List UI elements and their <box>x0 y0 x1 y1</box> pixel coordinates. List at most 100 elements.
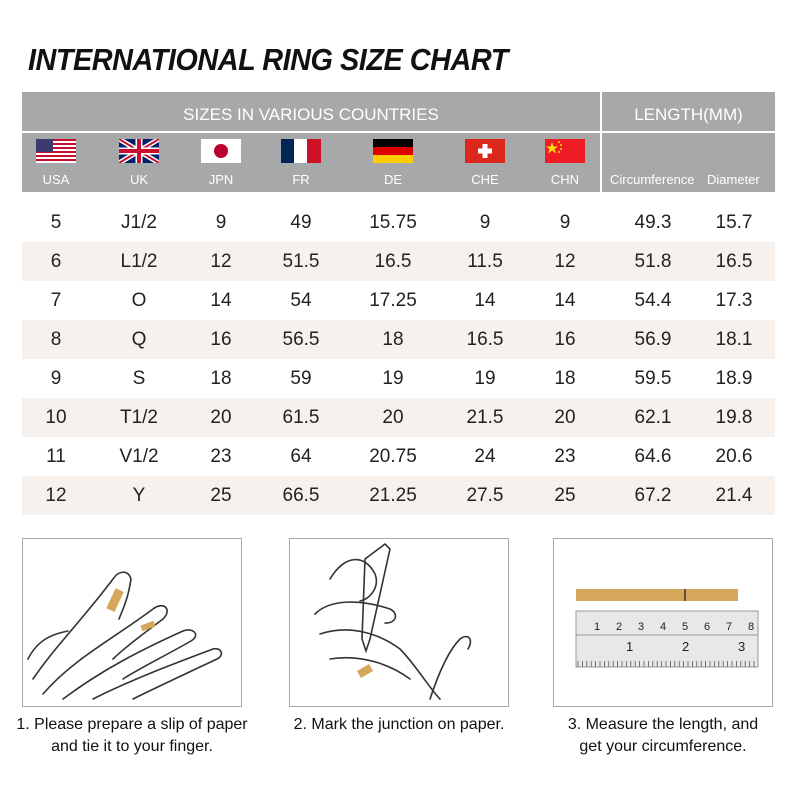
cell-uk: Y <box>132 485 146 506</box>
uk-flag-icon <box>119 139 159 163</box>
ruler-cm-label: 6 <box>704 621 710 633</box>
cell-che: 27.5 <box>466 485 504 506</box>
cell-de: 15.75 <box>369 212 417 233</box>
cell-diameter: 19.8 <box>715 407 753 428</box>
col-chn: CHN <box>525 137 605 187</box>
country-label: FR <box>292 172 310 187</box>
cell-fr: 59 <box>290 368 312 389</box>
cell-usa: 11 <box>46 446 66 467</box>
ruler-cm-label: 7 <box>726 621 732 633</box>
cell-jpn: 14 <box>210 290 232 311</box>
cell-diameter: 17.3 <box>715 290 753 311</box>
cell-circumference: 62.1 <box>634 407 672 428</box>
ruler-inch-label: 2 <box>682 639 689 654</box>
cell-usa: 5 <box>50 212 62 233</box>
cell-usa: 7 <box>50 290 62 311</box>
table-row: 8 Q 16 56.5 18 16.5 16 56.9 18.1 <box>22 320 775 359</box>
cell-diameter: 16.5 <box>715 251 753 272</box>
ruler-cm-label: 1 <box>594 621 600 633</box>
table-row: 12 Y 25 66.5 21.25 27.5 25 67.2 21.4 <box>22 476 775 515</box>
table-row: 9 S 18 59 19 19 18 59.5 18.9 <box>22 359 775 398</box>
country-label: USA <box>42 172 70 187</box>
cell-diameter: 18.9 <box>715 368 753 389</box>
cell-uk: T1/2 <box>119 407 159 428</box>
cell-che: 21.5 <box>466 407 504 428</box>
ruler-cm-label: 5 <box>682 621 688 633</box>
ruler-cm-label: 2 <box>616 621 622 633</box>
cell-usa: 9 <box>50 368 62 389</box>
cell-jpn: 18 <box>210 368 232 389</box>
divider <box>22 131 775 133</box>
ruler <box>575 610 759 668</box>
cell-de: 20 <box>382 407 404 428</box>
col-fr: FR <box>261 137 341 187</box>
cell-chn: 14 <box>554 290 576 311</box>
cell-fr: 49 <box>290 212 312 233</box>
cell-circumference: 49.3 <box>634 212 672 233</box>
table-row: 11 V1/2 23 64 20.75 24 23 64.6 20.6 <box>22 437 775 476</box>
cell-diameter: 21.4 <box>715 485 753 506</box>
country-label: JPN <box>208 172 234 187</box>
cell-jpn: 25 <box>210 485 232 506</box>
col-jpn: JPN <box>181 137 261 187</box>
ruler-inch-label: 3 <box>738 639 745 654</box>
table-row: 6 L1/2 12 51.5 16.5 11.5 12 51.8 16.5 <box>22 242 775 281</box>
caption-line: 1. Please prepare a slip of paper <box>16 716 248 733</box>
cell-circumference: 59.5 <box>634 368 672 389</box>
cell-uk: V1/2 <box>119 446 159 467</box>
cell-fr: 56.5 <box>282 329 320 350</box>
cell-uk: L1/2 <box>120 251 158 272</box>
cell-jpn: 23 <box>210 446 232 467</box>
page-title: INTERNATIONAL RING SIZE CHART <box>28 42 508 77</box>
cell-usa: 8 <box>50 329 62 350</box>
cell-circumference: 67.2 <box>634 485 672 506</box>
cell-chn: 18 <box>554 368 576 389</box>
step1-illustration <box>22 538 242 707</box>
cell-de: 19 <box>382 368 404 389</box>
ruler-measurement-icon: 1 2 3 4 5 6 7 81 2 3 <box>575 589 759 668</box>
cell-chn: 20 <box>554 407 576 428</box>
country-label: DE <box>383 172 403 187</box>
cell-fr: 51.5 <box>282 251 320 272</box>
step2-illustration <box>289 538 509 707</box>
table-header: SIZES IN VARIOUS COUNTRIES LENGTH(MM) US… <box>22 92 775 192</box>
cell-che: 16.5 <box>466 329 504 350</box>
germany-flag-icon <box>373 139 413 163</box>
diameter-header: Diameter <box>707 172 760 187</box>
cell-uk: J1/2 <box>121 212 157 233</box>
step3-caption: 3. Measure the length, and get your circ… <box>533 714 793 758</box>
cell-de: 21.25 <box>369 485 417 506</box>
cell-fr: 54 <box>290 290 312 311</box>
china-flag-icon <box>545 139 585 163</box>
ruler-inch-label: 1 <box>626 639 633 654</box>
caption-line: and tie it to your finger. <box>51 738 213 755</box>
cell-usa: 6 <box>50 251 62 272</box>
caption-line: get your circumference. <box>579 738 747 755</box>
col-che: CHE <box>445 137 525 187</box>
ruler-cm-label: 3 <box>638 621 644 633</box>
step2-caption: 2. Mark the junction on paper. <box>269 714 529 736</box>
country-label: CHE <box>471 172 499 187</box>
cell-fr: 66.5 <box>282 485 320 506</box>
cell-che: 19 <box>474 368 496 389</box>
divider <box>600 92 602 192</box>
cell-fr: 61.5 <box>282 407 320 428</box>
length-header: LENGTH(MM) <box>634 105 743 124</box>
caption-line: 3. Measure the length, and <box>567 716 759 733</box>
cell-uk: Q <box>131 329 147 350</box>
france-flag-icon <box>281 139 321 163</box>
cell-fr: 64 <box>290 446 312 467</box>
cell-che: 9 <box>479 212 491 233</box>
cell-usa: 12 <box>45 485 67 506</box>
cell-chn: 12 <box>554 251 576 272</box>
cell-circumference: 56.9 <box>634 329 672 350</box>
circumference-header: Circumference <box>610 172 695 187</box>
col-uk: UK <box>99 137 179 187</box>
table-row: 5 J1/2 9 49 15.75 9 9 49.3 15.7 <box>22 203 775 242</box>
caption-line: 2. Mark the junction on paper. <box>293 716 505 733</box>
hand-marking-pen-icon <box>314 542 472 700</box>
cell-circumference: 64.6 <box>634 446 672 467</box>
switzerland-flag-icon <box>465 139 505 163</box>
cell-chn: 23 <box>554 446 576 467</box>
